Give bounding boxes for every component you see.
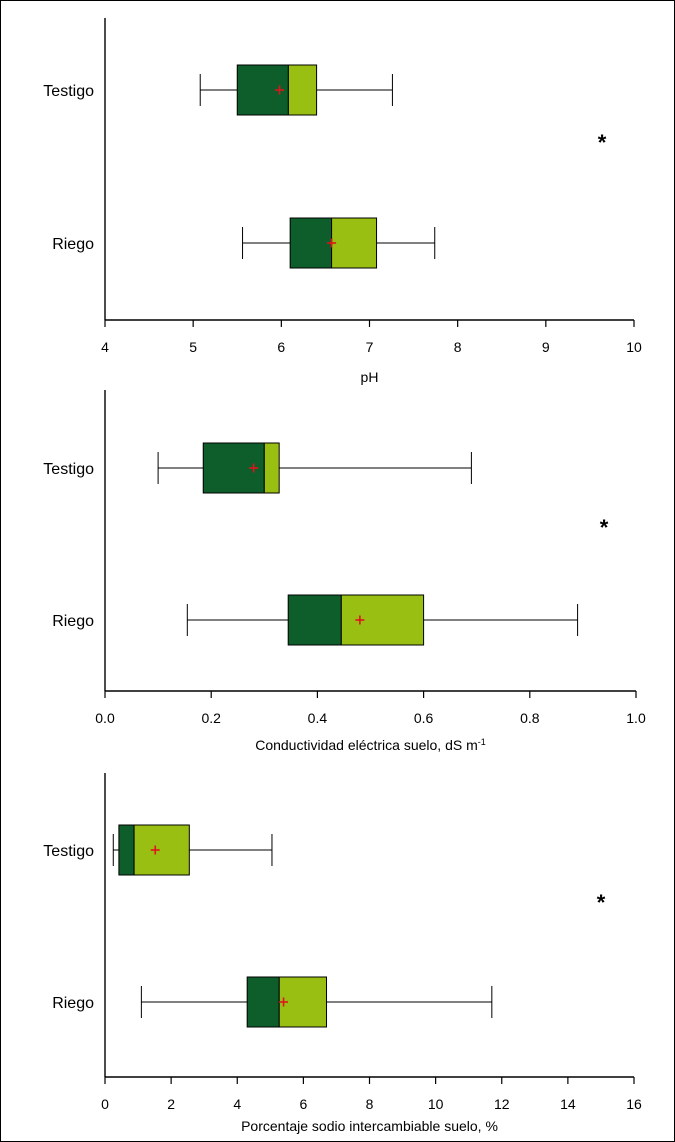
- x-tick-label: 10: [626, 339, 642, 355]
- box-lower-quartile: [246, 976, 280, 1028]
- category-label: Testigo: [43, 843, 94, 860]
- box-upper-quartile: [263, 442, 280, 494]
- box-upper-quartile: [287, 64, 318, 116]
- x-tick-label: 7: [366, 339, 374, 355]
- x-tick-label: 2: [167, 1096, 175, 1112]
- box-upper-quartile: [340, 594, 425, 646]
- box-riego: Riego: [52, 594, 579, 646]
- x-tick-label: 6: [277, 339, 285, 355]
- x-tick-label: 4: [233, 1096, 241, 1112]
- x-tick-label: 0.8: [520, 710, 540, 726]
- box-upper-quartile: [133, 824, 190, 876]
- x-tick-label: 5: [189, 339, 197, 355]
- x-axis-label: Porcentaje sodio intercambiable suelo, %: [241, 1118, 498, 1134]
- panel-3: 0 2 4 6 8 10 12 14 16 Porcentaje sodio intercambi…: [43, 773, 642, 1134]
- box-lower-quartile: [289, 217, 333, 269]
- x-tick-label: 16: [626, 1096, 642, 1112]
- x-tick-label: 6: [299, 1096, 307, 1112]
- panel-1: 4 5 6 7 8 9 10 pH Testigo Riego *: [43, 18, 642, 385]
- x-tick-label: 0.6: [414, 710, 434, 726]
- box-lower-quartile: [287, 594, 342, 646]
- box-testigo: Testigo: [43, 824, 273, 876]
- x-tick-label: 1.0: [626, 710, 646, 726]
- box-riego: Riego: [52, 976, 493, 1028]
- box-lower-quartile: [118, 824, 135, 876]
- x-tick-label: 8: [454, 339, 462, 355]
- box-upper-quartile: [331, 217, 378, 269]
- x-tick-label: 0.4: [308, 710, 328, 726]
- category-label: Riego: [52, 613, 94, 630]
- panel-2: 0.0 0.2 0.4 0.6 0.8 1.0 Conductividad eléctric…: [43, 390, 646, 753]
- x-tick-label: 0.2: [201, 710, 221, 726]
- x-axis-label: Conductividad eléctrica suelo, dS m-1: [255, 737, 486, 753]
- significance-asterisk: *: [600, 515, 609, 540]
- significance-asterisk: *: [598, 130, 607, 155]
- x-tick-label: 0.0: [95, 710, 115, 726]
- x-tick-label: 9: [542, 339, 550, 355]
- box-testigo: Testigo: [43, 64, 393, 116]
- x-tick-label: 0: [101, 1096, 109, 1112]
- box-riego: Riego: [52, 217, 436, 269]
- panels-group: 4 5 6 7 8 9 10 pH Testigo Riego * 0.0 0.2 0.4 0.6 0.8 1.…: [43, 18, 646, 1134]
- x-axis-label: pH: [361, 369, 379, 385]
- box-testigo: Testigo: [43, 442, 472, 494]
- x-tick-label: 14: [560, 1096, 576, 1112]
- category-label: Testigo: [43, 461, 94, 478]
- category-label: Riego: [52, 995, 94, 1012]
- category-label: Riego: [52, 236, 94, 253]
- category-label: Testigo: [43, 83, 94, 100]
- x-tick-label: 10: [428, 1096, 444, 1112]
- x-tick-label: 8: [366, 1096, 374, 1112]
- x-tick-label: 12: [494, 1096, 510, 1112]
- x-tick-label: 4: [101, 339, 109, 355]
- significance-asterisk: *: [597, 890, 606, 915]
